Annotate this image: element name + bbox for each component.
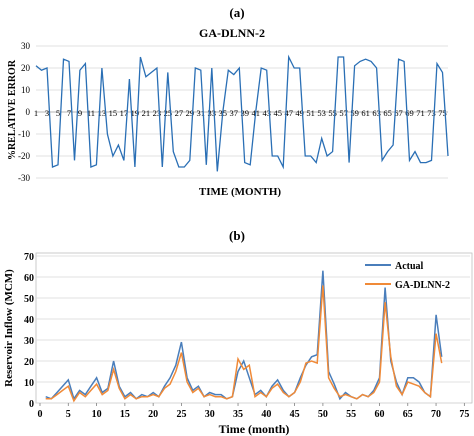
panel-b-x-tick-label: 50 [318,409,328,420]
panel-a-y-tick-labels: -30 -20 -10 0 10 20 30 [18,41,31,183]
panel-b-x-tick-label: 65 [403,409,413,420]
panel-b-x-tick-label: 45 [290,409,300,420]
panel-b-x-tick-label: 10 [92,409,102,420]
panel-a-x-tick-label: 31 [197,108,206,118]
panel-a-label: (a) [229,5,244,20]
panel-a-x-tick-label: 59 [350,108,359,118]
panel-a-title: GA-DLNN-2 [199,26,265,40]
panel-a-x-tick-label: 45 [273,108,282,118]
panel-a-y-tick-label: 30 [21,41,31,51]
panel-a-x-tick-label: 39 [240,108,249,118]
panel-a-x-tick-label: 23 [153,108,162,118]
panel-b-x-tick-label: 55 [346,409,356,420]
panel-a-x-tick-label: 43 [262,108,271,118]
panel-b-legend: Actual GA-DLNN-2 [365,261,450,291]
panel-a-series-line [35,54,449,172]
panel-a-x-tick-label: 65 [383,108,392,118]
panel-b-x-tick-label: 0 [38,409,43,420]
panel-b-x-tick-labels: 0 5 10 15 20 25 30 35 40 45 50 55 60 65 70 75 [38,403,469,420]
panel-a-y-axis-label: %RELATIVE ERROR [7,59,18,160]
panel-b-y-tick-label: 10 [24,378,34,389]
panel-a-series [35,54,449,172]
legend-ga-dlnn-2-label: GA-DLNN-2 [395,280,450,291]
panel-a-x-tick-label: 47 [284,108,293,118]
panel-b-y-tick-label: 50 [24,294,34,305]
panel-a-x-tick-label: 55 [328,108,337,118]
panel-a-y-tick-label: -10 [18,129,30,139]
panel-a-x-tick-label: 53 [317,108,326,118]
panel-a-x-tick-label: 57 [339,108,348,118]
panel-a-x-tick-label: 19 [131,108,140,118]
panel-b-y-tick-labels: 0 10 20 30 40 50 60 70 [24,252,34,410]
panel-b-label: (b) [229,228,245,243]
panel-a-x-tick-label: 7 [67,108,71,118]
panel-a-x-tick-label: 75 [438,108,447,118]
panel-a-x-tick-label: 15 [109,108,118,118]
panel-b-ga-dlnn-2-line [45,285,443,403]
panel-b-actual-line [45,270,443,401]
panel-a-x-tick-label: 11 [87,108,95,118]
panel-a-x-tick-label: 73 [427,108,436,118]
panel-b-x-tick-label: 40 [261,409,271,420]
panel-a-x-tick-label: 17 [120,108,129,118]
panel-b-y-tick-label: 70 [24,252,34,263]
panel-b-y-tick-label: 0 [29,399,34,410]
panel-b-y-axis-label: Reservoir Inflow (MCM) [3,269,15,387]
panel-b-y-tick-label: 40 [24,315,34,326]
panel-a-gridlines [36,45,448,179]
panel-b-x-axis-label: Time (month) [219,422,290,436]
panel-b-gridlines [36,255,470,404]
panel-a-x-tick-label: 21 [142,108,151,118]
panel-a-x-tick-label: 71 [416,108,425,118]
panel-a-x-tick-label: 49 [295,108,304,118]
panel-a-x-tick-label: 27 [175,108,184,118]
panel-b-x-tick-label: 15 [120,409,130,420]
panel-a-x-tick-label: 25 [164,108,173,118]
panel-a-x-tick-label: 29 [186,108,195,118]
panel-a-x-tick-label: 1 [34,108,38,118]
panel-a-y-tick-label: 20 [21,63,31,73]
panel-a-y-tick-label: -30 [18,173,30,183]
panel-a-y-tick-label: -20 [18,151,30,161]
panel-a-y-tick-label: 10 [21,85,31,95]
panel-a-x-tick-label: 61 [361,108,370,118]
panel-a-x-tick-label: 3 [45,108,49,118]
panel-a-y-tick-label: 0 [26,107,31,117]
panel-a-x-tick-labels: 1 3 5 7 9 11 13 15 17 19 21 23 25 27 29 31 33 35 37 39 41 43 4… [34,108,447,118]
panel-b-x-tick-label: 30 [205,409,215,420]
panel-a-x-tick-label: 37 [230,108,239,118]
panel-a-x-axis-label: TIME (MONTH) [199,186,282,198]
panel-a-x-tick-label: 5 [56,108,60,118]
panel-b-y-tick-label: 20 [24,357,34,368]
panel-b-x-tick-label: 20 [148,409,158,420]
panel-b-x-tick-label: 75 [459,409,469,420]
panel-a-x-tick-label: 69 [405,108,414,118]
panel-a-x-tick-label: 67 [394,108,403,118]
panel-b-y-tick-label: 60 [24,273,34,284]
panel-a-x-tick-label: 13 [98,108,107,118]
panel-b: (b) 0 10 20 30 40 50 60 70 0 5 10 15 20 25 30 35 40 45 50… [3,228,473,436]
panel-b-x-tick-label: 5 [66,409,71,420]
panel-b-series [45,270,443,403]
panel-a-x-tick-label: 63 [372,108,381,118]
panel-b-x-tick-label: 60 [374,409,384,420]
panel-b-x-tick-label: 25 [176,409,186,420]
panel-b-x-tick-label: 35 [233,409,243,420]
panel-a-x-tick-label: 9 [78,108,82,118]
panel-a-x-tick-label: 51 [306,108,315,118]
legend-actual-label: Actual [395,261,424,272]
panel-b-y-tick-label: 30 [24,336,34,347]
panel-a-x-tick-label: 33 [208,108,217,118]
panel-b-x-tick-label: 70 [431,409,441,420]
